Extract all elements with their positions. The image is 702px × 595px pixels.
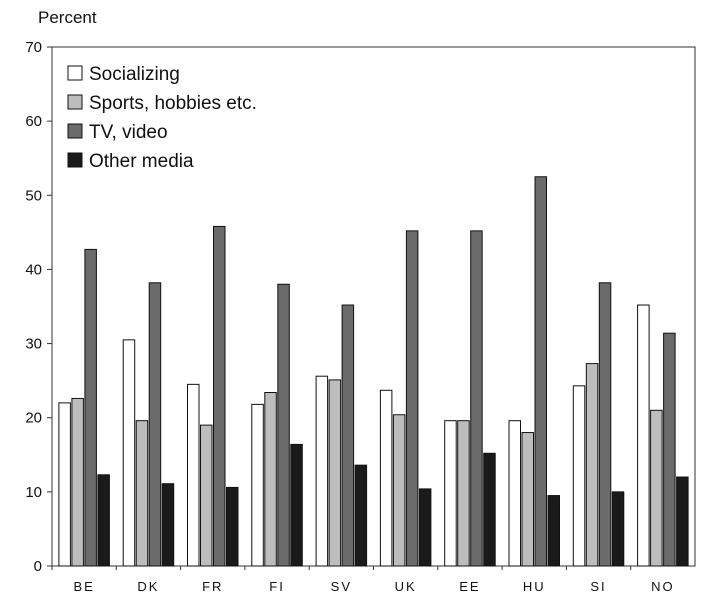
bar-hu-series-2 <box>534 176 547 567</box>
bar-dk-series-0 <box>122 339 136 567</box>
bar-sv-series-1 <box>328 379 342 567</box>
y-axis-ticks: 0 10 20 30 40 50 60 70 <box>25 39 52 575</box>
bar-fi-series-1 <box>264 392 277 567</box>
bar-uk-series-1 <box>392 414 406 567</box>
y-tick-label: 40 <box>25 261 42 278</box>
bar-fi-series-3 <box>290 443 303 567</box>
y-tick-label: 70 <box>25 39 42 56</box>
x-tick-label: SI <box>590 579 606 594</box>
bar-be-series-2 <box>84 248 97 567</box>
legend-label: Other media <box>89 151 194 172</box>
x-tick-label: BE <box>73 579 94 594</box>
bar-hu-series-3 <box>547 495 560 567</box>
bar-be-series-0 <box>58 402 71 567</box>
bar-dk-series-2 <box>148 282 162 567</box>
bar-no-series-3 <box>676 476 689 567</box>
x-axis-labels: BE DK FR FI SV UK EE HU SI NO <box>51 566 675 594</box>
bar-hu-series-1 <box>521 432 534 567</box>
bar-fi-series-0 <box>251 403 264 567</box>
bar-fr-series-0 <box>187 383 200 567</box>
bar-ee-series-0 <box>444 420 457 567</box>
legend-label: Sports, hobbies etc. <box>89 93 257 114</box>
y-tick-label: 50 <box>25 187 42 204</box>
bar-be-series-3 <box>97 474 110 567</box>
bar-sv-series-0 <box>315 375 329 567</box>
bar-fr-series-3 <box>226 486 239 567</box>
bar-fr-series-2 <box>213 225 226 567</box>
legend-label: Socializing <box>89 64 180 85</box>
bar-si-series-2 <box>598 282 612 567</box>
bar-si-series-1 <box>585 363 599 567</box>
bar-sv-series-2 <box>341 304 355 567</box>
y-tick-label: 30 <box>25 336 42 353</box>
x-tick-label: FI <box>269 579 285 594</box>
y-tick-label: 10 <box>25 484 42 501</box>
x-tick-label: EE <box>459 579 480 594</box>
x-tick-label: SV <box>331 579 352 594</box>
x-tick-label: NO <box>651 579 675 594</box>
bar-no-series-2 <box>663 332 676 567</box>
legend: Socializing Sports, hobbies etc. TV, video… <box>67 64 257 172</box>
bar-dk-series-1 <box>135 420 149 567</box>
legend-label: TV, video <box>89 122 168 143</box>
bar-si-series-0 <box>572 385 586 567</box>
bar-ee-series-2 <box>470 230 483 567</box>
x-tick-label: HU <box>523 579 546 594</box>
x-tick-label: UK <box>395 579 417 594</box>
x-tick-label: DK <box>137 579 159 594</box>
legend-swatch <box>67 65 83 81</box>
bar-si-series-3 <box>611 491 625 567</box>
bar-uk-series-2 <box>405 230 419 567</box>
legend-swatch <box>67 152 83 168</box>
y-axis-label: Percent <box>38 8 97 27</box>
y-tick-label: 60 <box>25 113 42 130</box>
legend-swatch <box>67 94 83 110</box>
bar-hu-series-0 <box>508 420 521 567</box>
bar-no-series-0 <box>637 304 650 567</box>
x-tick-label: FR <box>202 579 223 594</box>
bars <box>58 176 689 567</box>
bar-fr-series-1 <box>200 424 213 567</box>
bar-uk-series-3 <box>418 488 432 567</box>
bar-fi-series-2 <box>277 283 290 567</box>
bar-sv-series-3 <box>354 464 368 567</box>
bar-uk-series-0 <box>379 389 393 567</box>
bar-be-series-1 <box>71 397 84 567</box>
bar-ee-series-3 <box>483 452 496 567</box>
legend-swatch <box>67 123 83 139</box>
y-tick-label: 0 <box>34 558 42 575</box>
y-tick-label: 20 <box>25 410 42 427</box>
bar-ee-series-1 <box>457 420 470 567</box>
bar-dk-series-3 <box>161 483 175 567</box>
bar-no-series-1 <box>650 409 663 567</box>
